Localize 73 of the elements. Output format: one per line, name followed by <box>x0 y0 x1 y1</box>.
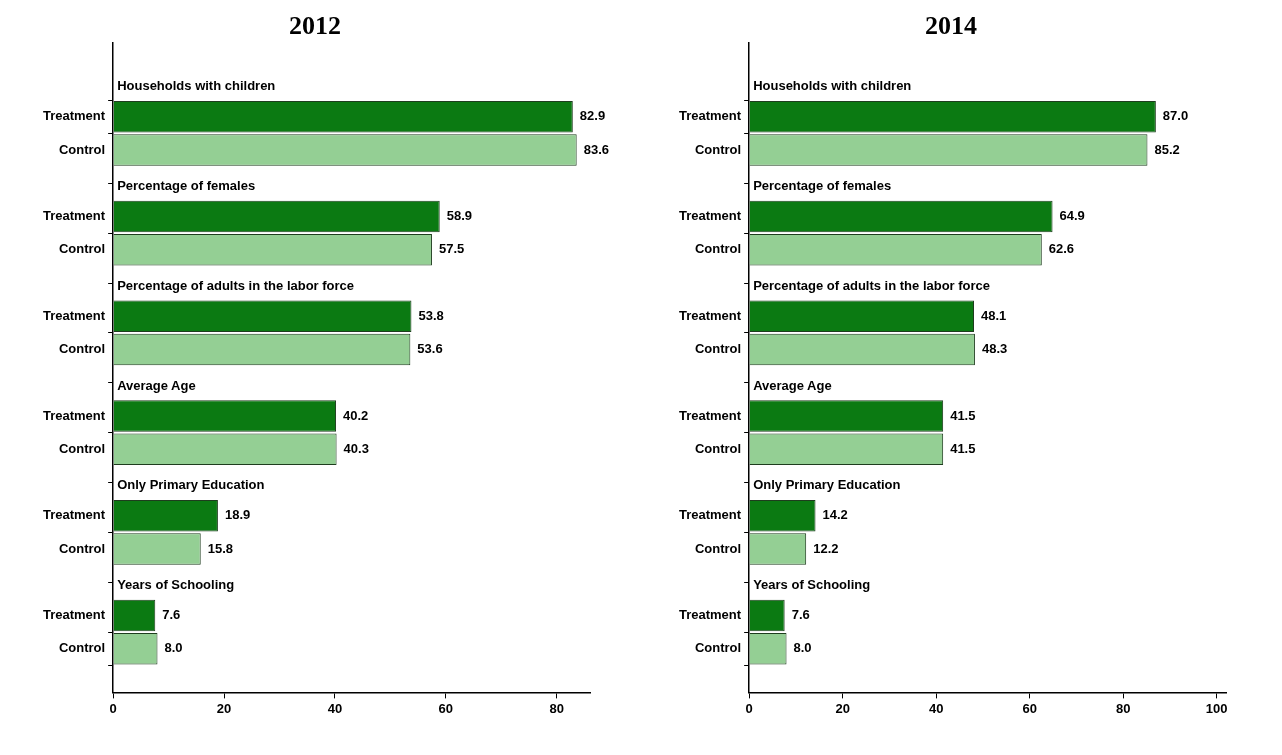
data-label: 48.1 <box>981 307 1007 323</box>
y-tick-label: Treatment <box>42 607 106 623</box>
data-label: 7.6 <box>162 607 181 623</box>
y-tick-label: Control <box>694 440 742 456</box>
chart-title: 2012 <box>289 11 341 41</box>
data-label: 40.3 <box>343 440 369 456</box>
data-label: 82.9 <box>579 108 606 124</box>
y-tick-label: Treatment <box>678 307 742 323</box>
annotation: Years of Schooling <box>753 577 871 593</box>
y-tick-label: Control <box>58 540 106 556</box>
annotation: Years of Schooling <box>117 577 235 593</box>
x-tick-label: 100 <box>1205 700 1228 716</box>
data-label: 85.2 <box>1154 141 1180 157</box>
data-label: 12.2 <box>813 540 839 556</box>
y-tick-label: Control <box>694 341 742 357</box>
data-label: 53.8 <box>418 307 444 323</box>
data-label: 41.5 <box>950 407 976 423</box>
data-label: 18.9 <box>224 507 251 523</box>
y-tick-label: Control <box>58 440 106 456</box>
annotation: Percentage of adults in the labor force <box>117 277 355 293</box>
y-tick-label: Control <box>58 141 106 157</box>
x-tick-label: 60 <box>1022 700 1037 716</box>
y-tick-label: Control <box>694 640 742 656</box>
data-label: 53.6 <box>417 341 443 357</box>
annotation: Percentage of females <box>753 178 892 194</box>
data-label: 87.0 <box>1162 108 1189 124</box>
data-label: 58.9 <box>446 208 473 224</box>
y-tick-label: Treatment <box>678 407 742 423</box>
x-tick-label: 60 <box>438 700 454 716</box>
x-tick-label: 80 <box>1115 700 1131 716</box>
y-tick-label: Control <box>58 640 106 656</box>
data-label: 15.8 <box>207 540 234 556</box>
data-label: 83.6 <box>583 141 609 157</box>
x-tick-label: 80 <box>549 700 564 716</box>
chart-title: 2014 <box>925 11 977 41</box>
y-tick-label: Treatment <box>678 108 742 124</box>
y-tick-label: Treatment <box>678 607 742 623</box>
y-tick-label: Treatment <box>678 208 742 224</box>
y-tick-label: Control <box>694 540 742 556</box>
y-tick-label: Control <box>58 341 106 357</box>
data-label: 64.9 <box>1059 208 1085 224</box>
data-label: 41.5 <box>950 440 976 456</box>
x-tick-label: 0 <box>745 700 753 716</box>
y-tick-label: Control <box>694 241 742 257</box>
data-label: 57.5 <box>438 241 465 257</box>
x-tick-label: 40 <box>327 700 343 716</box>
data-label: 40.2 <box>343 407 369 423</box>
y-tick-label: Treatment <box>42 108 106 124</box>
y-tick-label: Control <box>694 141 742 157</box>
annotation: Only Primary Education <box>753 477 901 493</box>
y-tick-label: Treatment <box>42 307 106 323</box>
annotation: Percentage of adults in the labor force <box>753 277 991 293</box>
data-label: 8.0 <box>164 640 183 656</box>
annotation: Only Primary Education <box>117 477 265 493</box>
y-tick-label: Treatment <box>42 507 106 523</box>
x-tick-label: 20 <box>216 700 232 716</box>
data-label: 7.6 <box>791 607 810 623</box>
annotation: Households with children <box>117 78 276 94</box>
y-tick-label: Control <box>58 241 106 257</box>
annotation: Average Age <box>117 377 196 393</box>
x-tick-label: 40 <box>928 700 944 716</box>
annotation: Percentage of females <box>117 178 256 194</box>
x-tick-label: 20 <box>835 700 850 716</box>
x-tick-label: 0 <box>109 700 117 716</box>
y-tick-label: Treatment <box>42 407 106 423</box>
y-tick-label: Treatment <box>678 507 742 523</box>
data-label: 48.3 <box>981 341 1008 357</box>
data-label: 62.6 <box>1048 241 1075 257</box>
annotation: Average Age <box>753 377 832 393</box>
y-tick-label: Treatment <box>42 208 106 224</box>
annotation: Households with children <box>753 78 912 94</box>
data-label: 14.2 <box>822 507 848 523</box>
data-label: 8.0 <box>793 640 812 656</box>
